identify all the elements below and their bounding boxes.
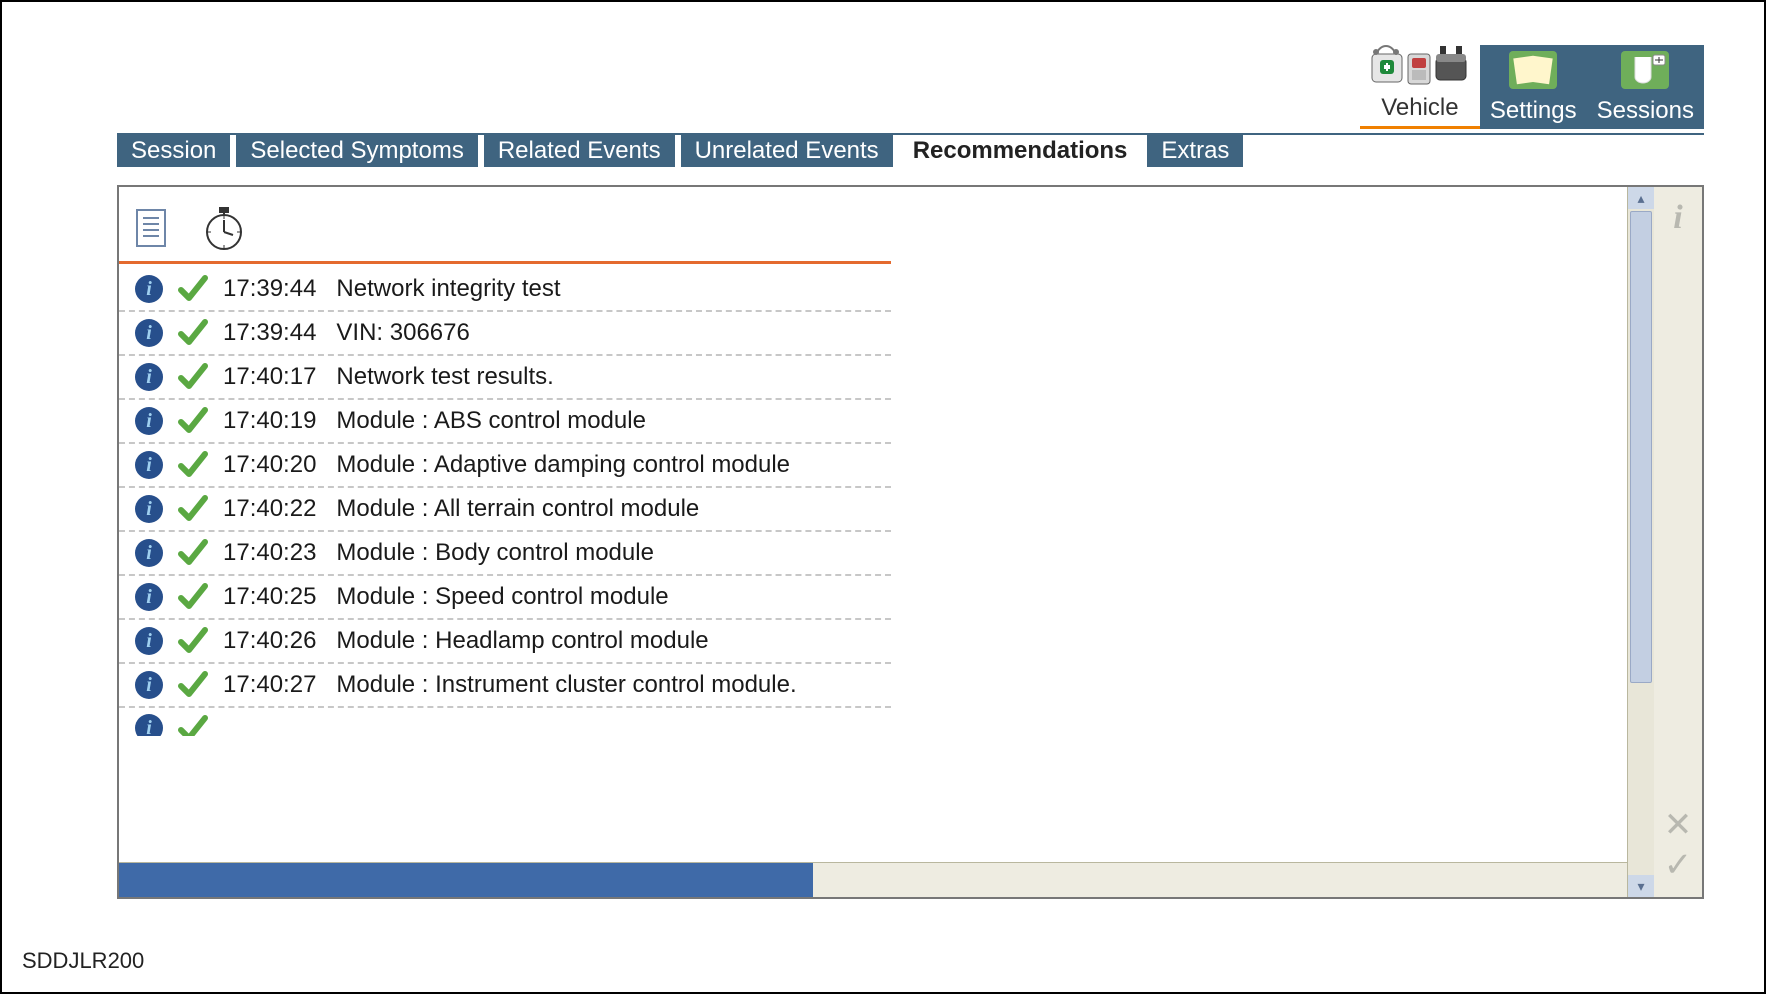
- tabstrip: Session Selected Symptoms Related Events…: [117, 133, 1704, 167]
- tab-extras[interactable]: Extras: [1147, 135, 1243, 167]
- log-row: i 17:40:25 Module : Speed control module: [119, 576, 891, 620]
- check-icon: [177, 582, 209, 612]
- log-time: 17:40:20: [223, 451, 316, 479]
- log-row: i: [119, 708, 891, 736]
- scroll-up-button[interactable]: ▴: [1628, 187, 1654, 209]
- log-time: 17:40:17: [223, 363, 316, 391]
- log-row: i 17:40:17 Network test results.: [119, 356, 891, 400]
- topnav-label: Vehicle: [1381, 94, 1458, 122]
- stopwatch-icon: [203, 205, 245, 251]
- check-icon: [177, 274, 209, 304]
- info-icon[interactable]: i: [135, 539, 163, 567]
- vehicle-icon: [1370, 42, 1470, 92]
- horizontal-scrollbar[interactable]: [119, 862, 1627, 897]
- log-row: i 17:39:44 Network integrity test: [119, 268, 891, 312]
- tab-session[interactable]: Session: [117, 135, 230, 167]
- check-icon: [177, 494, 209, 524]
- log-time: 17:40:22: [223, 495, 316, 523]
- scroll-thumb[interactable]: [1630, 211, 1652, 683]
- log-row: i 17:40:26 Module : Headlamp control modul…: [119, 620, 891, 664]
- horizontal-scroll-thumb[interactable]: [119, 863, 813, 897]
- check-icon: [177, 362, 209, 392]
- confirm-action-icon: ✓: [1664, 845, 1693, 885]
- log-text: Module : Speed control module: [336, 583, 668, 611]
- log-header: [119, 187, 891, 264]
- check-icon: [177, 714, 209, 736]
- log-row: i 17:39:44 VIN: 306676: [119, 312, 891, 356]
- topnav-vehicle[interactable]: Vehicle: [1360, 42, 1480, 129]
- check-icon: [177, 406, 209, 436]
- info-icon[interactable]: i: [135, 671, 163, 699]
- side-actions: i ✕ ✓: [1654, 187, 1702, 897]
- log-time: 17:40:27: [223, 671, 316, 699]
- log-row: i 17:40:20 Module : Adaptive damping contr…: [119, 444, 891, 488]
- figure-caption: SDDJLR200: [22, 948, 144, 974]
- check-icon: [177, 318, 209, 348]
- info-icon[interactable]: i: [135, 319, 163, 347]
- info-icon[interactable]: i: [135, 714, 163, 736]
- info-icon[interactable]: i: [135, 363, 163, 391]
- info-icon[interactable]: i: [135, 275, 163, 303]
- tab-recommendations[interactable]: Recommendations: [899, 135, 1142, 167]
- log-content: i 17:39:44 Network integrity test i 17:39:44…: [119, 187, 1627, 897]
- info-icon[interactable]: i: [135, 495, 163, 523]
- log-row: i 17:40:22 Module : All terrain control mo…: [119, 488, 891, 532]
- log-text: Module : Instrument cluster control modu…: [336, 671, 796, 699]
- info-action-icon: i: [1673, 199, 1682, 237]
- vertical-scrollbar[interactable]: ▴ ▾: [1627, 187, 1654, 897]
- log-time: 17:39:44: [223, 319, 316, 347]
- topnav-label: Sessions: [1597, 97, 1694, 125]
- log-text: Module : ABS control module: [336, 407, 646, 435]
- check-icon: [177, 626, 209, 656]
- log-time: 17:40:23: [223, 539, 316, 567]
- log-time: 17:40:19: [223, 407, 316, 435]
- log-text: Module : All terrain control module: [336, 495, 699, 523]
- log-text: Network test results.: [336, 363, 553, 391]
- log-time: 17:39:44: [223, 275, 316, 303]
- sessions-icon: [1617, 45, 1673, 95]
- log-text: Module : Adaptive damping control module: [336, 451, 790, 479]
- topnav-label: Settings: [1490, 97, 1577, 125]
- log-text: VIN: 306676: [336, 319, 469, 347]
- log-time: 17:40:26: [223, 627, 316, 655]
- main-panel: i 17:39:44 Network integrity test i 17:39:44…: [117, 185, 1704, 899]
- scroll-down-button[interactable]: ▾: [1628, 875, 1654, 897]
- tab-related-events[interactable]: Related Events: [484, 135, 675, 167]
- check-icon: [177, 670, 209, 700]
- info-icon[interactable]: i: [135, 627, 163, 655]
- info-icon[interactable]: i: [135, 451, 163, 479]
- log-text: Module : Body control module: [336, 539, 654, 567]
- check-icon: [177, 538, 209, 568]
- log-rows: i 17:39:44 Network integrity test i 17:39:44…: [119, 264, 1627, 736]
- tab-selected-symptoms[interactable]: Selected Symptoms: [236, 135, 477, 167]
- document-icon: [135, 208, 167, 248]
- log-row: i 17:40:23 Module : Body control module: [119, 532, 891, 576]
- topnav-settings[interactable]: Settings: [1480, 45, 1587, 129]
- info-icon[interactable]: i: [135, 407, 163, 435]
- log-time: 17:40:25: [223, 583, 316, 611]
- tab-unrelated-events[interactable]: Unrelated Events: [681, 135, 893, 167]
- topnav-sessions[interactable]: Sessions: [1587, 45, 1704, 129]
- log-row: i 17:40:19 Module : ABS control module: [119, 400, 891, 444]
- info-icon[interactable]: i: [135, 583, 163, 611]
- settings-icon: [1505, 45, 1561, 95]
- log-row: i 17:40:27 Module : Instrument cluster con…: [119, 664, 891, 708]
- top-nav: Vehicle Settings: [117, 42, 1704, 129]
- cancel-action-icon: ✕: [1664, 805, 1693, 845]
- log-text: Module : Headlamp control module: [336, 627, 708, 655]
- check-icon: [177, 450, 209, 480]
- log-text: Network integrity test: [336, 275, 560, 303]
